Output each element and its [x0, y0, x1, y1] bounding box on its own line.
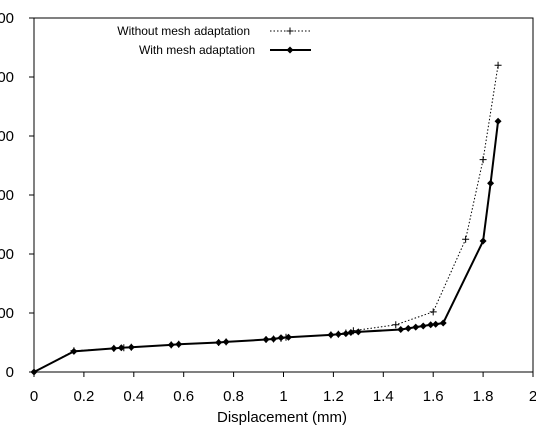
- data-point: [334, 330, 342, 338]
- series-line: [33, 121, 500, 373]
- data-point: [175, 340, 183, 348]
- data-point: [404, 324, 412, 332]
- data-point: [429, 308, 437, 316]
- data-point: [494, 61, 502, 69]
- data-point: [479, 237, 487, 245]
- data-point: [354, 328, 362, 336]
- plot-frame: [33, 17, 534, 373]
- data-point: [167, 341, 175, 349]
- x-tick-label: 0.2: [73, 388, 94, 405]
- data-point: [262, 336, 270, 344]
- data-point: [277, 334, 285, 342]
- data-point: [392, 321, 400, 329]
- data-point: [342, 330, 350, 338]
- data-point: [432, 320, 440, 328]
- legend-label-without-mesh: Without mesh adaptation: [117, 24, 250, 38]
- data-point: [427, 321, 435, 329]
- data-point: [397, 326, 405, 334]
- data-point: [117, 344, 125, 352]
- data-point: [494, 117, 502, 125]
- data-point: [270, 335, 278, 343]
- data-point: [479, 156, 487, 164]
- x-tick-label: 0: [30, 388, 38, 405]
- y-tick-label: 0: [6, 364, 14, 381]
- x-tick-label: 0.8: [223, 388, 244, 405]
- legend-marker-with-mesh: [286, 46, 294, 54]
- data-point: [127, 343, 135, 351]
- x-tick-labels: 0 0.2 0.4 0.6 0.8 1 1.2 1.4 1.6 1.8 2: [30, 388, 536, 405]
- x-axis-label: Displacement (mm): [217, 409, 347, 426]
- x-tick-label: 1.4: [373, 388, 394, 405]
- y-tick-label: 00: [0, 128, 14, 145]
- data-point: [110, 344, 118, 352]
- legend-label-with-mesh: With mesh adaptation: [139, 43, 255, 57]
- x-tick-label: 2: [529, 388, 536, 405]
- series-with-mesh: [30, 117, 502, 376]
- data-point: [347, 328, 355, 336]
- data-point: [419, 322, 427, 330]
- y-tick-label: 00: [0, 305, 14, 322]
- y-tick-label: 00: [0, 10, 14, 27]
- x-tick-label: 1.8: [473, 388, 494, 405]
- data-point: [412, 323, 420, 331]
- y-tick-label: 00: [0, 246, 14, 263]
- data-point: [462, 235, 470, 243]
- data-point: [439, 319, 447, 327]
- data-point: [70, 347, 78, 355]
- data-point: [327, 331, 335, 339]
- x-tick-label: 0.4: [123, 388, 144, 405]
- y-ticks: [29, 17, 34, 373]
- legend: Without mesh adaptation With mesh adapta…: [117, 24, 311, 57]
- data-point: [284, 333, 292, 341]
- y-tick-label: 00: [0, 187, 14, 204]
- x-tick-label: 1: [279, 388, 287, 405]
- legend-marker-without-mesh: [286, 27, 294, 35]
- x-tick-label: 1.2: [323, 388, 344, 405]
- x-ticks: [33, 372, 534, 377]
- data-point: [487, 179, 495, 187]
- x-tick-label: 1.6: [423, 388, 444, 405]
- data-point: [30, 368, 38, 376]
- data-point: [222, 338, 230, 346]
- series-without-mesh: [30, 61, 502, 376]
- y-tick-label: 00: [0, 69, 14, 86]
- x-tick-label: 0.6: [173, 388, 194, 405]
- data-point: [215, 339, 223, 346]
